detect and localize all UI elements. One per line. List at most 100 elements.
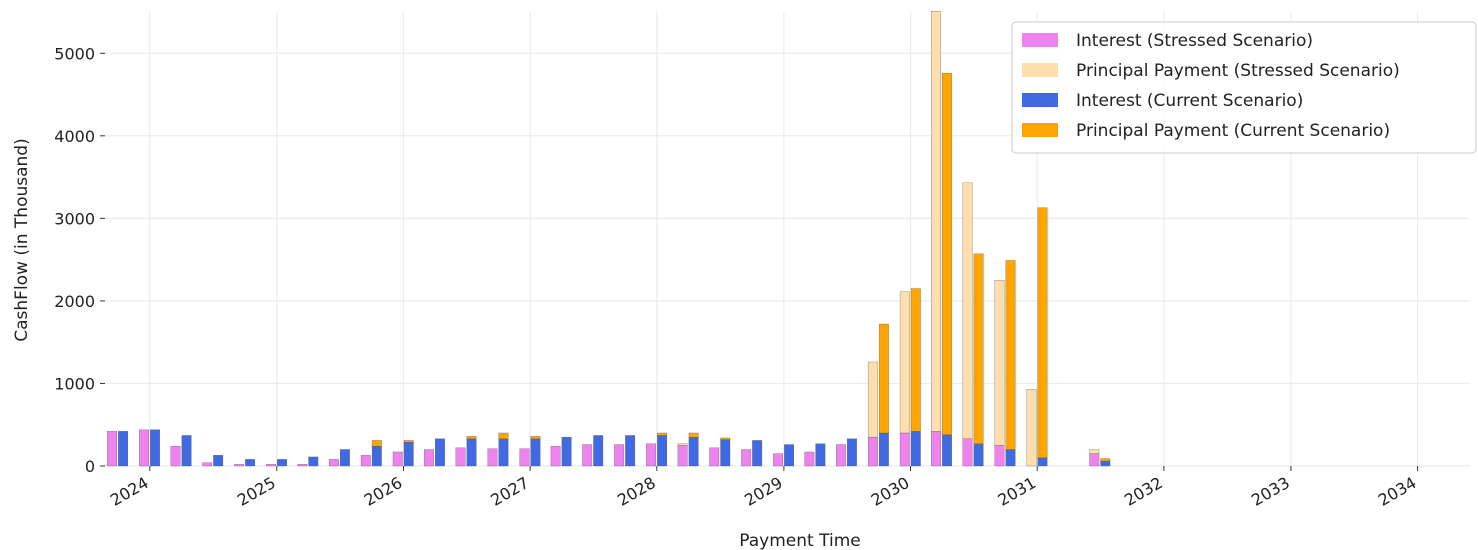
bar-principal-stressed	[899, 291, 910, 434]
bar-principal-stressed	[962, 182, 973, 439]
bar-principal-current	[688, 432, 699, 438]
bar-interest-current	[339, 449, 350, 467]
bar-interest-stressed	[487, 448, 498, 467]
bar-principal-current	[1005, 260, 1016, 450]
y-tick-label: 3000	[54, 209, 95, 228]
bar-interest-current	[118, 431, 128, 467]
bar-interest-stressed	[202, 462, 213, 467]
bar-principal-current	[403, 440, 414, 443]
x-axis-label: Payment Time	[739, 531, 860, 550]
bar-principal-current	[878, 323, 889, 434]
bar-interest-current	[150, 429, 160, 467]
bar-principal-current	[371, 440, 382, 447]
bar-principal-stressed	[1089, 449, 1100, 454]
bar-interest-stressed	[170, 446, 181, 467]
bar-interest-current	[815, 443, 826, 467]
bar-interest-current	[688, 436, 699, 467]
bar-interest-current	[1037, 457, 1048, 467]
bar-interest-stressed	[360, 455, 371, 467]
bar-interest-current	[752, 440, 763, 467]
y-axis-label: CashFlow (in Thousand)	[12, 138, 32, 341]
bar-interest-stressed	[297, 464, 308, 467]
bar-interest-current	[784, 444, 795, 467]
x-tick-label: 2030	[868, 473, 913, 510]
x-tick-label: 2024	[107, 473, 152, 510]
bar-interest-current	[1005, 449, 1016, 467]
x-tick-label: 2033	[1248, 473, 1293, 510]
bar-interest-current	[435, 438, 445, 467]
bar-interest-stressed	[804, 451, 815, 467]
bar-principal-stressed	[867, 361, 878, 438]
bar-interest-current	[213, 455, 224, 467]
x-tick-label: 2025	[234, 473, 279, 510]
legend: Interest (Stressed Scenario) Principal Pa…	[1011, 21, 1477, 154]
x-tick-label: 2032	[1121, 473, 1166, 510]
bar-principal-current	[1100, 458, 1111, 462]
y-tick-label: 0	[85, 457, 95, 476]
bar-interest-stressed	[519, 448, 530, 467]
bar-interest-current	[625, 435, 636, 467]
bar-interest-current	[498, 438, 509, 467]
bar-principal-current	[466, 436, 477, 439]
bar-interest-stressed	[266, 464, 276, 467]
bar-interest-current	[403, 441, 414, 467]
bar-interest-current	[561, 436, 572, 467]
bar-principal-current	[498, 432, 509, 439]
bar-interest-stressed	[550, 446, 561, 467]
legend-label: Principal Payment (Stressed Scenario)	[1076, 61, 1400, 81]
bar-interest-stressed	[741, 449, 752, 467]
y-tick-label: 4000	[54, 127, 95, 146]
bar-principal-stressed	[994, 280, 1005, 446]
x-tick-label: 2026	[361, 473, 406, 510]
bar-interest-stressed	[867, 436, 878, 467]
bar-principal-stressed	[1026, 389, 1037, 467]
bar-interest-current	[973, 443, 984, 467]
legend-label: Interest (Current Scenario)	[1076, 91, 1303, 111]
y-tick-label: 5000	[54, 44, 95, 63]
bar-interest-stressed	[709, 447, 720, 467]
bar-principal-current	[910, 288, 921, 432]
x-tick-label: 2031	[994, 473, 1039, 510]
bar-interest-current	[878, 432, 889, 467]
bar-interest-current	[371, 446, 382, 467]
y-tick-label: 2000	[54, 292, 95, 311]
bar-interest-stressed	[328, 459, 339, 467]
bar-principal-current	[720, 437, 731, 440]
bar-interest-stressed	[614, 444, 625, 467]
bar-principal-stressed	[931, 11, 941, 432]
bar-interest-current	[720, 439, 731, 467]
bars	[107, 11, 1111, 467]
legend-swatch	[1022, 123, 1058, 137]
bar-interest-current	[593, 435, 604, 467]
bar-interest-current	[181, 435, 192, 467]
bar-interest-current	[308, 456, 319, 467]
bar-interest-stressed	[424, 449, 434, 467]
bar-interest-current	[1100, 460, 1111, 467]
bar-interest-stressed	[677, 445, 688, 467]
bar-interest-stressed	[139, 429, 149, 467]
y-tick-label: 1000	[54, 374, 95, 393]
bar-interest-stressed	[836, 444, 846, 467]
bar-interest-current	[245, 459, 256, 467]
x-tick-label: 2034	[1375, 473, 1420, 510]
bar-interest-current	[657, 435, 667, 467]
bar-interest-stressed	[392, 451, 403, 467]
bar-interest-stressed	[773, 453, 784, 467]
bar-interest-stressed	[234, 464, 245, 467]
bar-interest-stressed	[1089, 453, 1100, 467]
bar-principal-current	[657, 432, 667, 436]
bar-interest-stressed	[931, 431, 941, 467]
bar-principal-stressed	[677, 443, 688, 446]
bar-interest-stressed	[455, 447, 466, 467]
legend-frame	[1011, 21, 1477, 154]
legend-label: Principal Payment (Current Scenario)	[1076, 121, 1390, 141]
bar-interest-stressed	[646, 443, 656, 467]
legend-swatch	[1022, 63, 1058, 77]
bar-interest-current	[530, 438, 541, 467]
legend-swatch	[1022, 33, 1058, 47]
grid-lines	[105, 12, 1470, 467]
x-tick-label: 2029	[741, 473, 786, 510]
bar-interest-current	[466, 438, 477, 467]
bar-interest-current	[910, 431, 921, 467]
bar-interest-stressed	[899, 432, 910, 467]
